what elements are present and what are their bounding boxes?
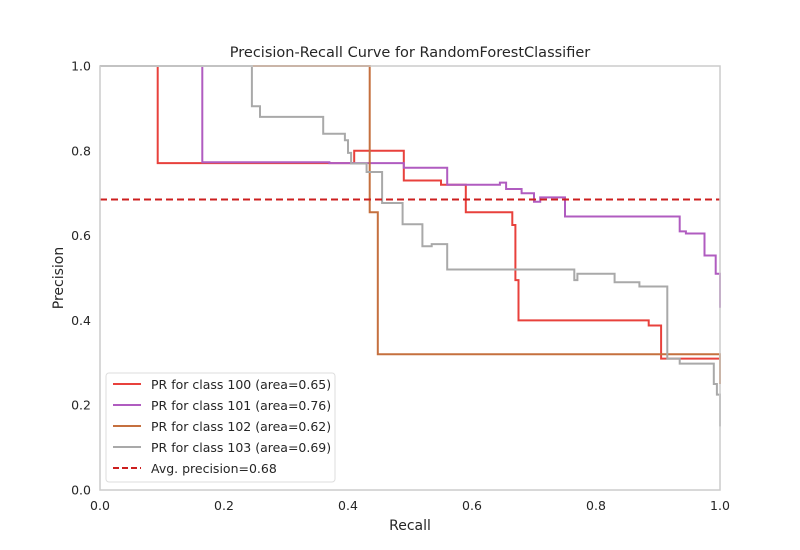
y-tick-label: 0.0 <box>71 483 91 498</box>
plot-frame <box>99 65 721 491</box>
chart-title: Precision-Recall Curve for RandomForestC… <box>230 45 590 61</box>
y-tick-label: 0.2 <box>71 398 91 413</box>
x-tick-label: 1.0 <box>710 498 730 513</box>
legend-label-class-100: PR for class 100 (area=0.65) <box>151 377 331 392</box>
y-tick-label: 0.4 <box>71 313 91 328</box>
x-tick-label: 0.0 <box>90 498 110 513</box>
legend-box <box>105 372 336 483</box>
x-tick-label: 0.6 <box>462 498 482 513</box>
legend-label-class-103: PR for class 103 (area=0.69) <box>151 440 331 455</box>
y-axis-label: Precision <box>51 247 67 309</box>
pr-line-class-100 <box>100 65 720 360</box>
pr-line-class-101 <box>100 65 721 308</box>
pr-line-class-103 <box>100 65 721 427</box>
legend-label-avg-precision: Avg. precision=0.68 <box>151 461 277 476</box>
x-tick-label: 0.4 <box>338 498 358 513</box>
y-tick-labels: 0.0 0.2 0.4 0.6 0.8 1.0 <box>71 59 91 498</box>
y-tick-label: 0.6 <box>71 228 91 243</box>
legend-label-class-102: PR for class 102 (area=0.62) <box>151 419 331 434</box>
x-tick-label: 0.8 <box>586 498 606 513</box>
x-tick-label: 0.2 <box>214 498 234 513</box>
legend: PR for class 100 (area=0.65) PR for clas… <box>105 372 336 483</box>
legend-label-class-101: PR for class 101 (area=0.76) <box>151 398 331 413</box>
y-tick-label: 1.0 <box>71 59 91 74</box>
x-tick-labels: 0.0 0.2 0.4 0.6 0.8 1.0 <box>90 498 730 513</box>
x-axis-label: Recall <box>389 518 431 534</box>
y-tick-label: 0.8 <box>71 143 91 158</box>
